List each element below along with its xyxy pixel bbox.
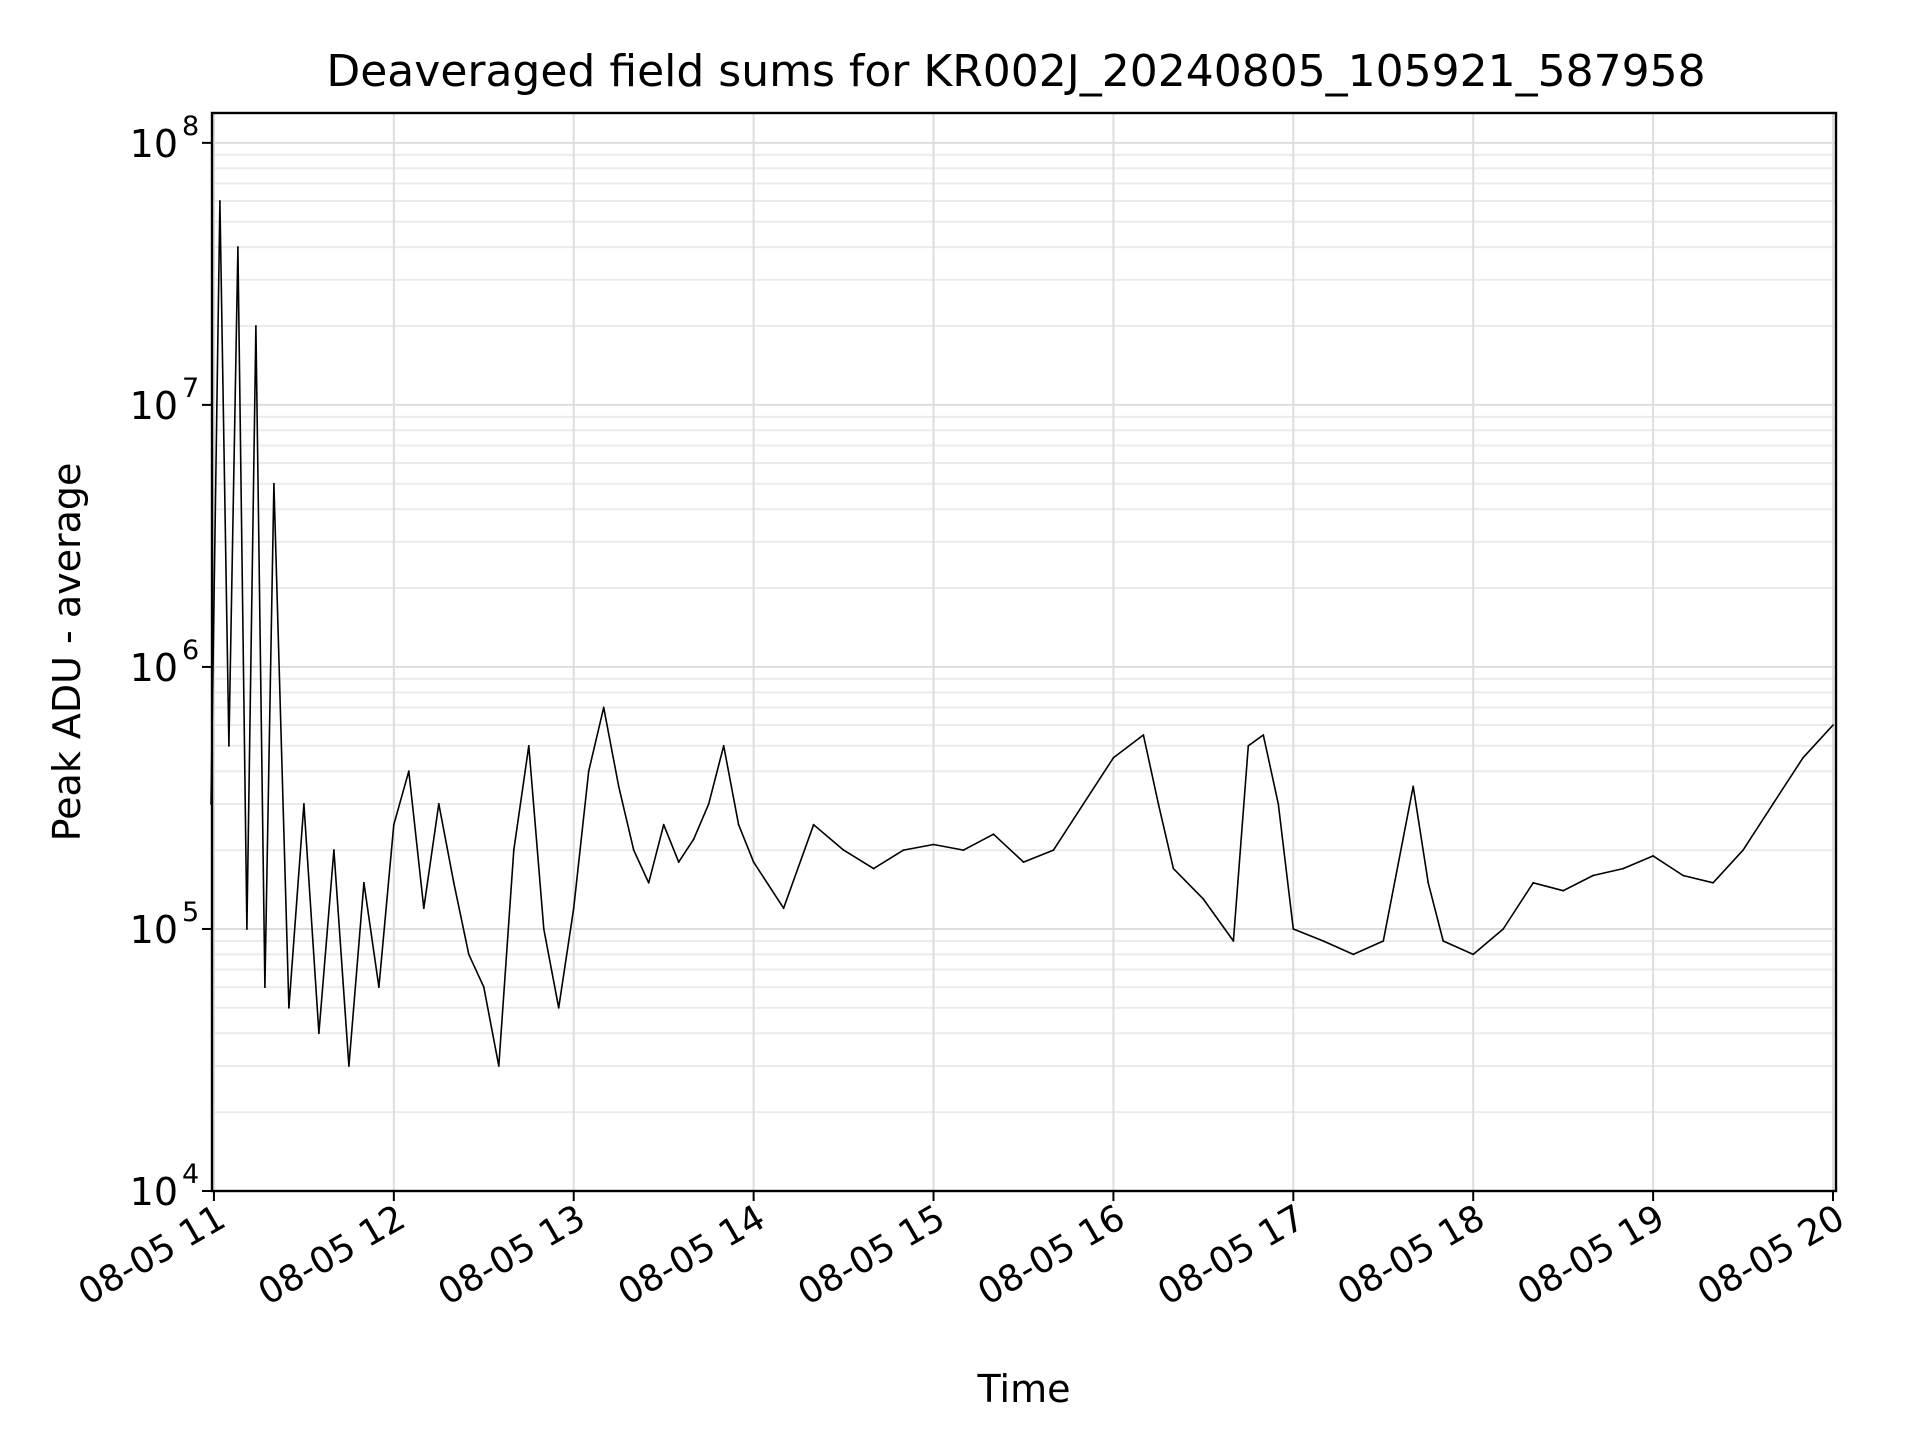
data-point — [632, 849, 635, 851]
y-axis-label: Peak ADU - average — [45, 463, 89, 842]
data-point — [333, 849, 335, 851]
data-point — [255, 325, 257, 327]
data-point — [1562, 889, 1565, 892]
data-point — [512, 849, 515, 851]
data-point — [497, 1065, 500, 1067]
data-point — [992, 833, 995, 836]
data-point — [318, 1032, 320, 1035]
data-point — [1472, 953, 1475, 956]
data-point — [707, 803, 710, 805]
data-point — [348, 1065, 350, 1067]
data-point — [1247, 744, 1250, 747]
data-point — [228, 744, 230, 747]
data-point — [1082, 803, 1085, 805]
data-point — [378, 986, 380, 988]
data-point — [273, 482, 275, 485]
data-point — [1442, 940, 1445, 942]
data-point — [1292, 928, 1295, 930]
data-point — [1832, 724, 1834, 726]
data-point — [752, 861, 755, 863]
data-point — [237, 246, 239, 249]
data-point — [587, 770, 590, 773]
data-point — [722, 744, 725, 747]
data-point — [1427, 881, 1430, 884]
data-point — [1382, 940, 1385, 942]
data-point — [1052, 849, 1055, 851]
data-point — [1592, 874, 1594, 877]
data-point — [572, 907, 575, 910]
data-point — [1652, 855, 1654, 857]
data-point — [617, 785, 620, 788]
plot-area-frame — [210, 111, 1838, 1193]
data-point — [1142, 734, 1145, 736]
data-point — [1277, 803, 1280, 805]
data-point — [1022, 861, 1025, 863]
data-point — [1532, 881, 1535, 884]
data-point — [872, 867, 875, 870]
data-point — [1157, 803, 1160, 805]
data-point — [264, 986, 266, 988]
data-point — [467, 953, 470, 956]
x-axis-label: Time — [977, 1367, 1071, 1411]
data-point — [1502, 928, 1505, 930]
data-point — [1322, 940, 1325, 942]
data-point — [1412, 785, 1415, 788]
data-point — [1772, 803, 1774, 805]
minor-gridlines — [212, 153, 1836, 1114]
data-point — [812, 823, 815, 826]
data-point — [452, 881, 455, 884]
data-point — [1232, 940, 1235, 942]
data-point — [902, 849, 905, 851]
series-group — [210, 200, 1834, 1067]
data-point — [1622, 867, 1624, 870]
data-point — [303, 803, 305, 805]
chart-title: Deaveraged field sums for KR002J_2024080… — [326, 46, 1705, 97]
data-point — [692, 838, 695, 841]
data-point — [407, 770, 410, 773]
data-point — [557, 1006, 560, 1009]
data-point — [782, 907, 785, 910]
data-point — [662, 823, 665, 826]
data-point — [1112, 756, 1115, 759]
data-point — [1712, 881, 1714, 884]
data-point — [1352, 953, 1355, 956]
data-point — [392, 823, 395, 826]
data-point — [363, 881, 365, 884]
data-point — [288, 1006, 290, 1009]
data-point — [677, 861, 680, 863]
data-point — [1742, 849, 1744, 851]
major-gridlines — [212, 113, 1836, 1192]
data-point — [482, 986, 485, 988]
data-point — [542, 928, 545, 930]
data-point — [437, 803, 440, 805]
data-point — [962, 849, 965, 851]
data-point — [246, 928, 248, 930]
data-point — [1202, 898, 1205, 900]
data-point — [219, 200, 221, 202]
data-point — [842, 849, 845, 851]
data-point — [647, 881, 650, 884]
data-point — [422, 907, 425, 910]
data-point — [932, 843, 935, 846]
data-point — [1682, 874, 1684, 877]
data-point — [1802, 756, 1804, 759]
data-point — [737, 823, 740, 826]
data-point — [527, 744, 530, 747]
data-point — [602, 706, 605, 709]
data-point — [1172, 867, 1175, 870]
series-line — [210, 200, 1834, 1067]
data-point — [1262, 734, 1265, 736]
